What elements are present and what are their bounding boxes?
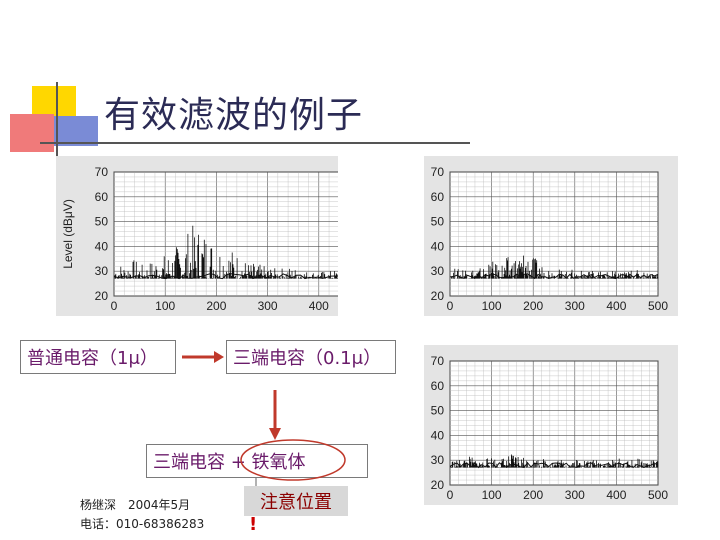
y-tick-label: 40: [431, 428, 445, 442]
x-tick-label: 300: [565, 488, 585, 502]
y-tick-label: 60: [95, 190, 109, 204]
y-tick-label: 70: [431, 165, 445, 179]
author-info: 杨继深 2004年5月 电话：010-68386283: [80, 496, 204, 534]
y-tick-label: 70: [95, 165, 109, 179]
x-tick-label: 400: [606, 488, 626, 502]
y-tick-label: 30: [431, 264, 445, 278]
page-title: 有效滤波的例子: [104, 95, 364, 136]
noise-floor-line: [449, 273, 659, 280]
y-tick-label: 50: [431, 215, 445, 229]
y-tick-label: 60: [431, 190, 445, 204]
x-tick-label: 0: [447, 488, 454, 502]
y-tick-label: 30: [431, 453, 445, 467]
arrow-down-head: [269, 428, 281, 440]
x-tick-label: 500: [648, 488, 668, 502]
deco-red-square: [10, 114, 54, 152]
y-tick-label: 60: [431, 379, 445, 393]
normal-cap-box: 普通电容（1μ）: [20, 340, 176, 374]
x-tick-label: 0: [447, 299, 454, 313]
note-position-box: 注意位置: [244, 486, 348, 516]
x-tick-label: 400: [309, 299, 329, 313]
three-term-cap-box: 三端电容（0.1μ）: [226, 340, 396, 374]
y-tick-label: 70: [431, 354, 445, 368]
note-exclamation: !: [249, 514, 258, 535]
x-tick-label: 200: [523, 488, 543, 502]
y-tick-label: 50: [431, 404, 445, 418]
x-tick-label: 100: [482, 299, 502, 313]
x-tick-label: 300: [565, 299, 585, 313]
noise-floor-line: [113, 273, 338, 280]
x-tick-label: 400: [606, 299, 626, 313]
arrow-right-head: [214, 351, 224, 363]
chart-three-term-ferrite-svg: 0 100 200 300 400 500 20 30 40 50 60 70: [431, 354, 669, 502]
x-tick-label: 100: [482, 488, 502, 502]
chart-normal-cap-svg: 0100200300400500203040506070Level (dBμV): [61, 165, 338, 313]
y-tick-label: 30: [95, 264, 109, 278]
chart-three-term-ferrite: 0 100 200 300 400 500 20 30 40 50 60 70: [424, 345, 678, 505]
y-tick-label: 40: [95, 239, 109, 253]
author-line-1: 杨继深 2004年5月: [80, 498, 191, 512]
x-tick-label: 500: [648, 299, 668, 313]
x-tick-label: 0: [111, 299, 118, 313]
x-tick-label: 200: [523, 299, 543, 313]
y-axis-label: Level (dBμV): [61, 199, 75, 269]
deco-blue-square: [54, 116, 98, 146]
y-tick-label: 50: [95, 215, 109, 229]
chart-normal-cap: 0100200300400500203040506070Level (dBμV): [56, 156, 338, 316]
y-tick-label: 20: [95, 289, 109, 303]
author-line-2: 电话：010-68386283: [80, 517, 205, 531]
noise-floor-line: [449, 462, 659, 469]
three-term-ferrite-box: 三端电容 + 铁氧体: [146, 444, 368, 478]
y-tick-label: 20: [431, 289, 445, 303]
x-tick-label: 200: [206, 299, 226, 313]
x-tick-label: 300: [258, 299, 278, 313]
chart-three-term-cap-svg: 0 100 200 300 400 500 20 30 40 50 60 70: [431, 165, 669, 313]
title-vertical-line: [56, 82, 58, 160]
y-tick-label: 20: [431, 478, 445, 492]
title-underline: [40, 142, 470, 144]
chart-three-term-cap: 0 100 200 300 400 500 20 30 40 50 60 70: [424, 156, 678, 316]
x-tick-label: 100: [155, 299, 175, 313]
y-tick-label: 40: [431, 239, 445, 253]
